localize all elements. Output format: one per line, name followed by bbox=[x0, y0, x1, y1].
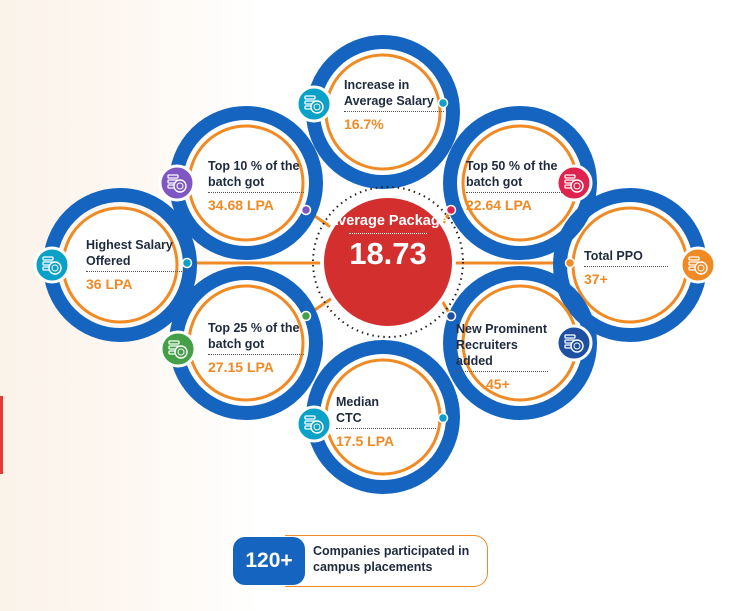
node-highest-label: Highest Salary Offered bbox=[86, 238, 173, 268]
connector-dot bbox=[300, 310, 312, 322]
coins-stack-icon bbox=[295, 85, 333, 123]
center-label: Average Package bbox=[328, 213, 448, 229]
connector-dot bbox=[181, 257, 193, 269]
connector-dot bbox=[300, 204, 312, 216]
node-top25-value: 27.15 LPA bbox=[208, 359, 274, 375]
node-recruiters-label: New Prominent Recruiters added bbox=[456, 322, 547, 368]
connector-dot bbox=[437, 412, 449, 424]
coins-stack-icon bbox=[555, 164, 593, 202]
node-median-label: Median CTC bbox=[336, 395, 380, 425]
node-recruiters-value: 45+ bbox=[486, 376, 510, 392]
node-top10-value: 34.68 LPA bbox=[208, 197, 274, 213]
node-ppo-divider bbox=[584, 266, 668, 267]
node-top50: Top 50 % of the batch got 22.64 LPA bbox=[466, 158, 562, 214]
connector-dot bbox=[564, 257, 576, 269]
coins-stack-icon bbox=[33, 246, 71, 284]
center-value: 18.73 bbox=[349, 236, 427, 271]
node-top25: Top 25 % of the batch got 27.15 LPA bbox=[208, 320, 304, 376]
companies-badge: 120+ Companies participated in campus pl… bbox=[233, 533, 491, 589]
node-median: Median CTC 17.5 LPA bbox=[336, 394, 436, 450]
node-top50-divider bbox=[466, 192, 562, 193]
node-highest-value: 36 LPA bbox=[86, 276, 133, 292]
node-recruiters: New Prominent Recruiters added 45+ bbox=[456, 321, 548, 393]
node-highest-divider bbox=[86, 271, 188, 272]
connector-dot bbox=[437, 97, 449, 109]
center-dotted-ring bbox=[312, 186, 464, 338]
node-increase-label: Increase in Average Salary bbox=[344, 78, 434, 108]
node-top50-value: 22.64 LPA bbox=[466, 197, 532, 213]
center-badge-text: Average Package 18.73 bbox=[318, 212, 458, 272]
node-top25-label: Top 25 % of the batch got bbox=[208, 321, 300, 351]
node-median-divider bbox=[336, 428, 436, 429]
node-increase-divider bbox=[344, 111, 444, 112]
node-ppo-label: Total PPO bbox=[584, 249, 643, 263]
node-ppo: Total PPO 37+ bbox=[584, 248, 668, 288]
node-highest: Highest Salary Offered 36 LPA bbox=[86, 237, 188, 293]
center-badge bbox=[312, 186, 464, 338]
connector-dot bbox=[445, 204, 457, 216]
node-top10: Top 10 % of the batch got 34.68 LPA bbox=[208, 158, 304, 214]
node-top10-label: Top 10 % of the batch got bbox=[208, 159, 300, 189]
node-recruiters-divider bbox=[456, 371, 548, 372]
edge-accent-bar bbox=[0, 396, 3, 474]
coins-stack-icon bbox=[295, 405, 333, 443]
companies-count: 120+ bbox=[233, 537, 305, 585]
center-red-disc bbox=[324, 198, 452, 326]
node-top10-divider bbox=[208, 192, 304, 193]
center-divider bbox=[349, 233, 427, 234]
companies-text: Companies participated in campus placeme… bbox=[313, 544, 470, 574]
companies-outline bbox=[285, 535, 488, 587]
node-median-value: 17.5 LPA bbox=[336, 433, 395, 449]
coins-stack-icon bbox=[158, 164, 196, 202]
node-ppo-value: 37+ bbox=[584, 271, 608, 287]
coins-stack-icon bbox=[555, 324, 593, 362]
node-increase: Increase in Average Salary 16.7% bbox=[344, 77, 444, 133]
coins-stack-icon bbox=[159, 330, 197, 368]
icon-group bbox=[33, 85, 717, 443]
node-top25-divider bbox=[208, 354, 304, 355]
node-top50-label: Top 50 % of the batch got bbox=[466, 159, 558, 189]
coins-stack-icon bbox=[679, 246, 717, 284]
connector-dot bbox=[445, 310, 457, 322]
node-increase-value: 16.7% bbox=[344, 116, 384, 132]
